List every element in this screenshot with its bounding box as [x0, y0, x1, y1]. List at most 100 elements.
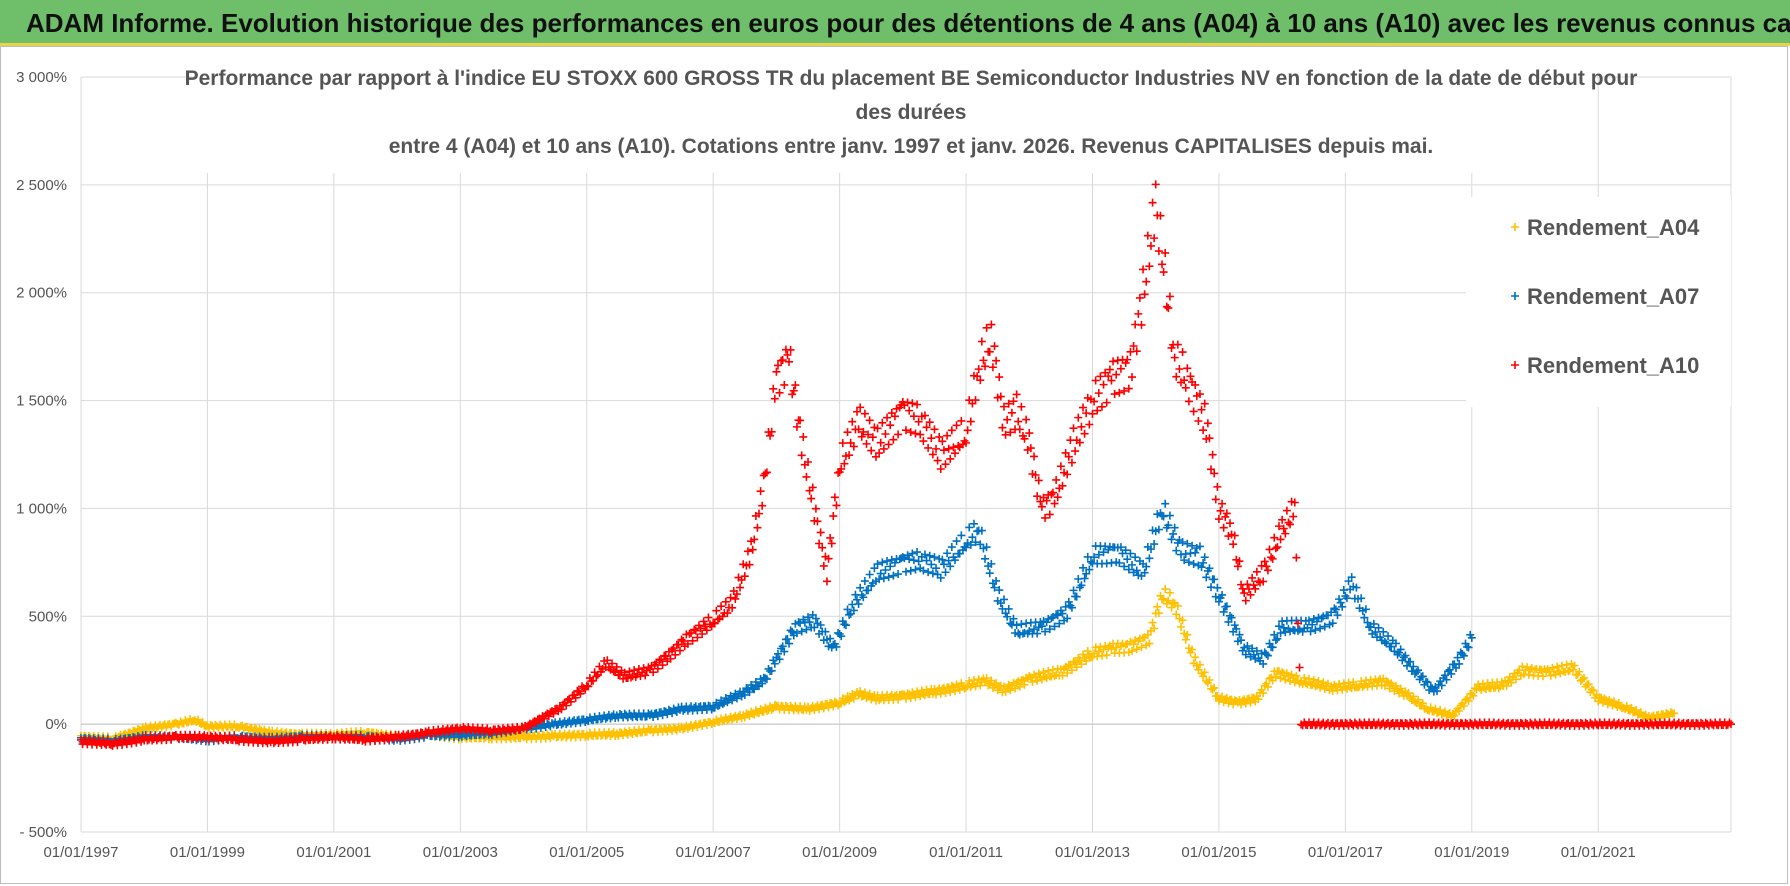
data-point — [1309, 675, 1318, 684]
data-point — [1200, 668, 1209, 677]
data-point — [789, 386, 798, 395]
data-point — [1072, 592, 1081, 601]
data-point — [1128, 646, 1137, 655]
data-point — [827, 539, 836, 548]
data-point — [1237, 700, 1246, 709]
data-point — [909, 556, 918, 565]
data-point — [1235, 630, 1244, 639]
data-point — [1587, 685, 1596, 694]
data-point — [845, 610, 854, 619]
data-point — [1123, 555, 1132, 564]
data-point — [1336, 598, 1345, 607]
data-point — [879, 574, 888, 583]
data-point — [1349, 678, 1358, 687]
data-point — [992, 576, 1001, 585]
data-point — [1178, 616, 1187, 625]
data-point — [1290, 498, 1299, 507]
data-point — [1312, 617, 1321, 626]
data-point — [1311, 626, 1320, 635]
data-point — [625, 667, 634, 676]
data-point — [1670, 709, 1679, 718]
data-point — [1102, 651, 1111, 660]
data-point — [1262, 650, 1271, 659]
data-point — [865, 570, 874, 579]
data-point — [1418, 672, 1427, 681]
x-tick-label: 01/01/2021 — [1561, 844, 1636, 861]
data-point — [1183, 364, 1192, 373]
data-point — [1260, 557, 1269, 566]
data-point — [925, 418, 934, 427]
data-point — [1363, 618, 1372, 627]
data-point — [1338, 602, 1347, 611]
x-tick-label: 01/01/2019 — [1434, 844, 1509, 861]
data-point — [862, 439, 871, 448]
data-point — [1085, 565, 1094, 574]
data-point — [930, 425, 939, 434]
data-point — [1218, 590, 1227, 599]
data-point — [1094, 389, 1103, 398]
data-point — [1003, 415, 1012, 424]
chart-title-line: des durées — [856, 101, 967, 124]
data-point — [837, 632, 846, 641]
data-point — [1123, 355, 1132, 364]
data-point — [845, 451, 854, 460]
data-point — [767, 705, 776, 714]
data-point — [1229, 540, 1238, 549]
data-point — [758, 501, 767, 510]
data-point — [1121, 640, 1130, 649]
data-point — [1184, 558, 1193, 567]
data-point — [1725, 718, 1734, 727]
data-point — [1061, 602, 1070, 611]
data-point — [883, 557, 892, 566]
data-point — [1241, 596, 1250, 605]
data-point — [1181, 383, 1190, 392]
data-point — [1109, 357, 1118, 366]
data-point — [1199, 558, 1208, 567]
legend-box — [1466, 197, 1731, 407]
data-point — [1218, 499, 1227, 508]
data-point — [957, 531, 966, 540]
series-layer — [77, 180, 1735, 750]
data-point — [1211, 495, 1220, 504]
data-point — [860, 688, 869, 697]
data-point — [1289, 512, 1298, 521]
data-point — [1154, 247, 1163, 256]
data-point — [873, 560, 882, 569]
data-point — [1279, 524, 1288, 533]
data-point — [1271, 672, 1280, 681]
data-point — [677, 635, 686, 644]
data-point — [674, 640, 683, 649]
data-point — [1595, 693, 1604, 702]
data-point — [950, 449, 959, 458]
data-point — [1001, 687, 1010, 696]
data-point — [860, 577, 869, 586]
data-point — [1511, 361, 1519, 369]
data-point — [1031, 471, 1040, 480]
data-point — [971, 538, 980, 547]
data-point — [890, 558, 899, 567]
data-point — [808, 483, 817, 492]
data-point — [815, 705, 824, 714]
data-point — [922, 556, 931, 565]
data-point — [1093, 406, 1102, 415]
data-point — [968, 533, 977, 542]
data-point — [939, 560, 948, 569]
data-point — [1227, 613, 1236, 622]
data-point — [963, 426, 972, 435]
data-point — [1161, 248, 1170, 257]
data-point — [894, 570, 903, 579]
data-point — [1357, 594, 1366, 603]
data-point — [1107, 376, 1116, 385]
data-point — [540, 714, 549, 723]
data-point — [890, 412, 899, 421]
data-point — [1396, 645, 1405, 654]
data-point — [1183, 539, 1192, 548]
data-point — [1003, 612, 1012, 621]
data-point — [1225, 611, 1234, 620]
data-point — [1467, 689, 1476, 698]
series-Rendement_A07 — [77, 499, 1476, 748]
data-point — [1369, 619, 1378, 628]
data-point — [1142, 562, 1151, 571]
data-point — [683, 639, 692, 648]
data-point — [1020, 680, 1029, 689]
